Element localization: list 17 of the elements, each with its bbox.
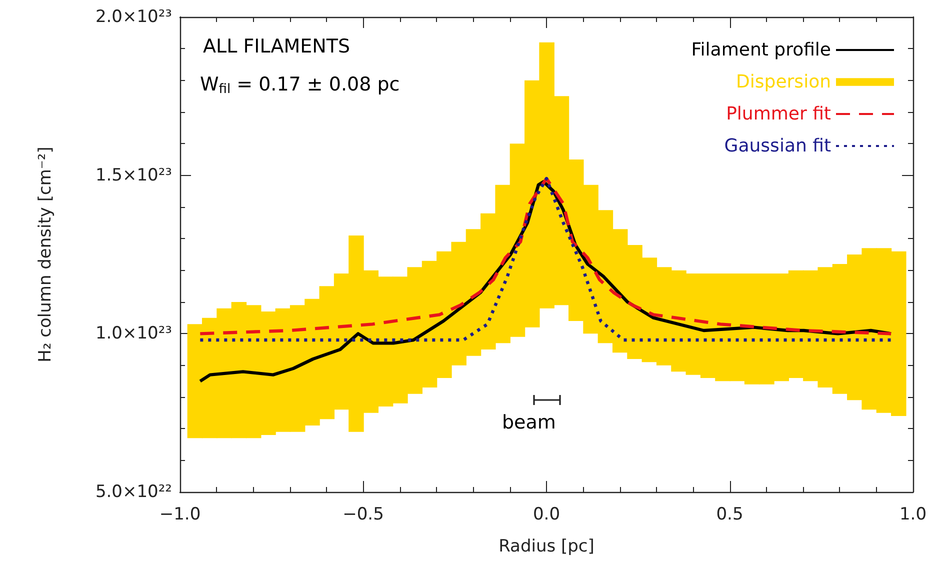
x-axis-title: Radius [pc]: [498, 536, 594, 556]
x-tick-label: −0.5: [342, 504, 384, 524]
annotation: ALL FILAMENTS: [203, 36, 350, 58]
y-tick-label: 2.0×10²³: [95, 7, 172, 27]
legend-label: Plummer fit: [726, 104, 831, 124]
legend-label: Dispersion: [736, 72, 831, 92]
legend-label: Filament profile: [691, 40, 831, 60]
x-tick-label: −1.0: [159, 504, 201, 524]
y-tick-label: 1.0×10²³: [95, 324, 172, 344]
x-tick-label: 0.0: [532, 504, 560, 524]
x-tick-label: 0.5: [716, 504, 744, 524]
legend-label: Gaussian fit: [724, 136, 831, 156]
annotation: beam: [502, 412, 556, 434]
x-tick-label: 1.0: [899, 504, 927, 524]
y-axis-title: H₂ column density [cm⁻²]: [36, 146, 56, 362]
y-tick-label: 1.5×10²³: [95, 165, 172, 186]
y-tick-label: 5.0×10²²: [95, 482, 172, 502]
